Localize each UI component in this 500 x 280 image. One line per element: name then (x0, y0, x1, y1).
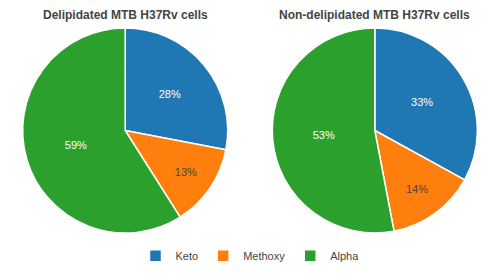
svg-text:Keto: Keto (176, 250, 199, 262)
svg-text:14%: 14% (406, 183, 428, 195)
svg-text:13%: 13% (175, 166, 197, 178)
svg-text:Delipidated MTB H37Rv cells: Delipidated MTB H37Rv cells (43, 8, 208, 22)
svg-text:33%: 33% (411, 96, 433, 108)
svg-text:28%: 28% (159, 88, 181, 100)
svg-text:Methoxy: Methoxy (243, 250, 285, 262)
svg-text:53%: 53% (313, 129, 335, 141)
svg-text:Non-delipidated MTB H37Rv cell: Non-delipidated MTB H37Rv cells (279, 8, 470, 22)
svg-text:59%: 59% (65, 139, 87, 151)
svg-text:Alpha: Alpha (330, 250, 359, 262)
